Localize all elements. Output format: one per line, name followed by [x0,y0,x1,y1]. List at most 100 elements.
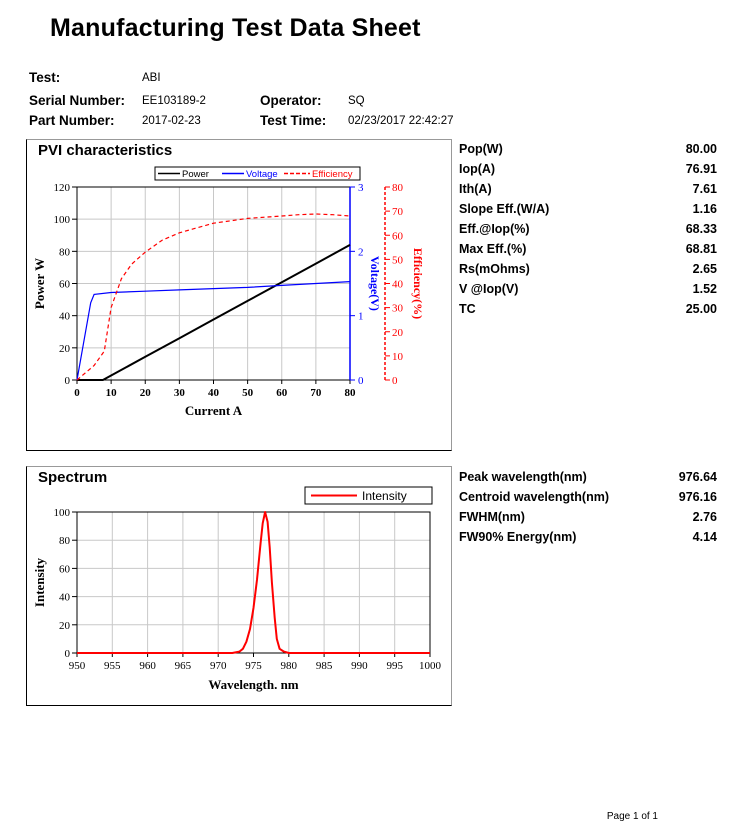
pvi-param-row: TC 25.00 [459,302,717,322]
pvi-x-tick-label: 40 [208,387,220,399]
pvi-param-label: Rs(mOhms) [459,262,530,276]
serial-number-label: Serial Number: [29,93,126,108]
pvi-param-value: 68.81 [685,242,717,256]
pvi-param-value: 80.00 [685,142,717,156]
voltage-axis-label: Voltage(V) [368,256,382,311]
spectrum-x-tick-label: 965 [175,660,192,672]
pvi-param-value: 76.91 [685,162,717,176]
pvi-y-tick-label: 100 [54,214,71,226]
spectrum-param-label: FWHM(nm) [459,510,525,524]
voltage-tick-label: 2 [358,246,364,258]
spectrum-param-row: Centroid wavelength(nm) 976.16 [459,490,717,510]
pvi-param-row: Rs(mOhms) 2.65 [459,262,717,282]
test-time-value: 02/23/2017 22:42:27 [348,115,454,127]
pvi-param-row: Pop(W) 80.00 [459,142,717,162]
pvi-param-label: Pop(W) [459,142,503,156]
pvi-param-row: Iop(A) 76.91 [459,162,717,182]
pvi-param-label: TC [459,302,476,316]
part-number-value: 2017-02-23 [142,115,201,127]
pvi-x-tick-label: 50 [242,387,254,399]
pvi-param-label: Eff.@Iop(%) [459,222,530,236]
efficiency-tick-label: 70 [392,206,404,218]
pvi-panel-title: PVI characteristics [38,142,173,159]
spectrum-param-row: FWHM(nm) 2.76 [459,510,717,530]
spectrum-param-row: FW90% Energy(nm) 4.14 [459,530,717,550]
series-power-line [77,244,351,381]
voltage-tick-label: 1 [358,311,364,323]
efficiency-tick-label: 50 [392,254,404,266]
series-intensity-line [77,511,430,654]
pvi-x-tick-label: 10 [106,387,118,399]
spectrum-x-axis-label: Wavelength. nm [208,677,298,692]
pvi-param-label: Slope Eff.(W/A) [459,202,550,216]
spectrum-y-tick-label: 60 [59,563,71,575]
spectrum-panel: Spectrum [26,466,452,706]
spectrum-x-tick-label: 960 [139,660,156,672]
spectrum-param-value: 976.64 [678,470,717,484]
pvi-x-tick-label: 20 [140,387,152,399]
efficiency-tick-label: 60 [392,230,404,242]
spectrum-param-label: FW90% Energy(nm) [459,530,577,544]
efficiency-tick-label: 10 [392,351,404,363]
pvi-legend-label: Power [182,169,209,180]
pvi-legend-label: Voltage [246,169,278,180]
pvi-x-tick-label: 80 [345,387,357,399]
pvi-x-axis-label: Current A [185,403,243,418]
test-time-label: Test Time: [260,113,327,128]
spectrum-x-tick-label: 1000 [419,660,442,672]
pvi-param-value: 1.52 [692,282,717,296]
spectrum-legend-label: Intensity [362,489,407,503]
page-number: Page 1 of 1 [606,811,658,822]
efficiency-tick-label: 80 [392,182,404,194]
spectrum-panel-title: Spectrum [38,469,108,486]
part-number-label: Part Number: [29,113,115,128]
spectrum-x-tick-label: 995 [386,660,403,672]
pvi-y-tick-label: 20 [59,343,71,355]
operator-label: Operator: [260,93,322,108]
voltage-tick-label: 3 [358,182,364,194]
efficiency-tick-label: 20 [392,327,404,339]
efficiency-tick-label: 40 [392,279,404,291]
pvi-param-row: Slope Eff.(W/A) 1.16 [459,202,717,222]
pvi-param-row: V @Iop(V) 1.52 [459,282,717,302]
series-voltage-line [76,281,351,381]
efficiency-tick-label: 0 [392,375,398,387]
pvi-param-label: Max Eff.(%) [459,242,527,256]
spectrum-y-tick-label: 80 [59,535,71,547]
pvi-param-value: 2.65 [692,262,717,276]
spectrum-y-tick-label: 40 [59,592,71,604]
pvi-y-tick-label: 40 [59,311,71,323]
voltage-tick-label: 0 [358,375,364,387]
pvi-param-label: V @Iop(V) [459,282,519,296]
pvi-param-value: 7.61 [692,182,717,196]
spectrum-param-value: 976.16 [678,490,717,504]
pvi-y-axis-label: Power W [32,258,47,309]
spectrum-legend-box [304,486,433,505]
pvi-x-tick-label: 60 [276,387,288,399]
spectrum-y-tick-label: 20 [59,620,71,632]
pvi-y-tick-label: 120 [54,182,71,194]
spectrum-x-tick-label: 980 [281,660,298,672]
pvi-param-value: 25.00 [685,302,717,316]
pvi-y-tick-label: 60 [59,279,71,291]
efficiency-axis-label: Efficiency(%) [411,248,425,319]
spectrum-param-value: 4.14 [692,530,717,544]
document-title: Manufacturing Test Data Sheet [50,14,421,42]
pvi-param-row: Ith(A) 7.61 [459,182,717,202]
test-value: ABI [142,72,161,84]
pvi-panel: PVI characteristics [26,139,452,451]
spectrum-param-row: Peak wavelength(nm) 976.64 [459,470,717,490]
spectrum-y-tick-label: 0 [65,648,71,660]
spectrum-x-tick-label: 975 [245,660,262,672]
spectrum-x-tick-label: 970 [210,660,227,672]
spectrum-x-tick-label: 950 [69,660,86,672]
pvi-legend-label: Efficiency [312,169,353,180]
series-efficiency-line [76,213,351,381]
pvi-y-tick-label: 80 [59,246,71,258]
pvi-param-label: Iop(A) [459,162,496,176]
spectrum-param-label: Peak wavelength(nm) [459,470,587,484]
test-label: Test: [29,70,61,85]
pvi-x-tick-label: 70 [310,387,322,399]
